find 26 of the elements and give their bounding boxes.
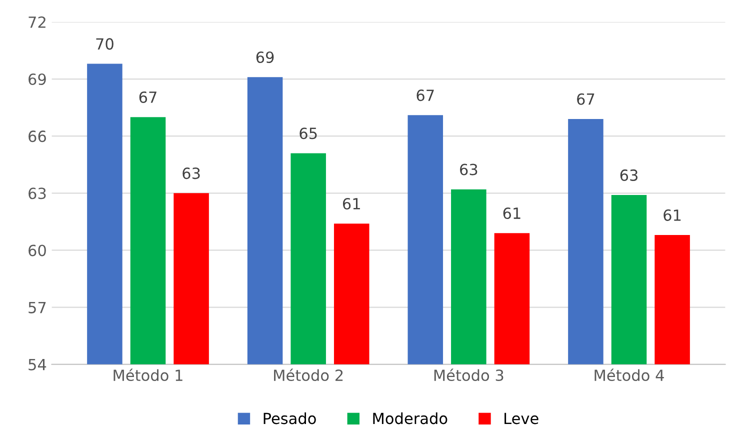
data-label: 65 bbox=[300, 128, 317, 140]
legend-label: Pesado bbox=[264, 412, 316, 424]
data-label: 61 bbox=[664, 209, 681, 221]
y-tick-label: 60 bbox=[28, 244, 46, 256]
data-label: 63 bbox=[460, 164, 478, 176]
data-label: 67 bbox=[577, 93, 594, 105]
x-tick-label: Método 3 bbox=[434, 368, 504, 382]
x-tick-label: Método 2 bbox=[274, 368, 343, 382]
data-label: 61 bbox=[342, 198, 360, 210]
y-tick-label: 57 bbox=[28, 302, 46, 314]
data-label: 63 bbox=[182, 168, 200, 180]
legend-label: Leve bbox=[504, 412, 538, 424]
data-label: 69 bbox=[256, 51, 274, 64]
x-tick-label: Método 1 bbox=[114, 368, 182, 382]
legend-label: Moderado bbox=[373, 412, 448, 424]
y-tick-label: 69 bbox=[28, 73, 46, 86]
data-label: 61 bbox=[503, 207, 520, 220]
data-label: 67 bbox=[139, 91, 156, 103]
y-tick-label: 72 bbox=[28, 16, 46, 28]
data-label: 70 bbox=[96, 38, 114, 50]
y-tick-label: 66 bbox=[28, 130, 46, 142]
y-tick-label: 63 bbox=[28, 188, 46, 200]
x-tick-label: Método 4 bbox=[594, 368, 664, 382]
data-label: 63 bbox=[620, 169, 638, 181]
data-label: 67 bbox=[416, 90, 434, 102]
y-tick-label: 54 bbox=[28, 359, 46, 370]
